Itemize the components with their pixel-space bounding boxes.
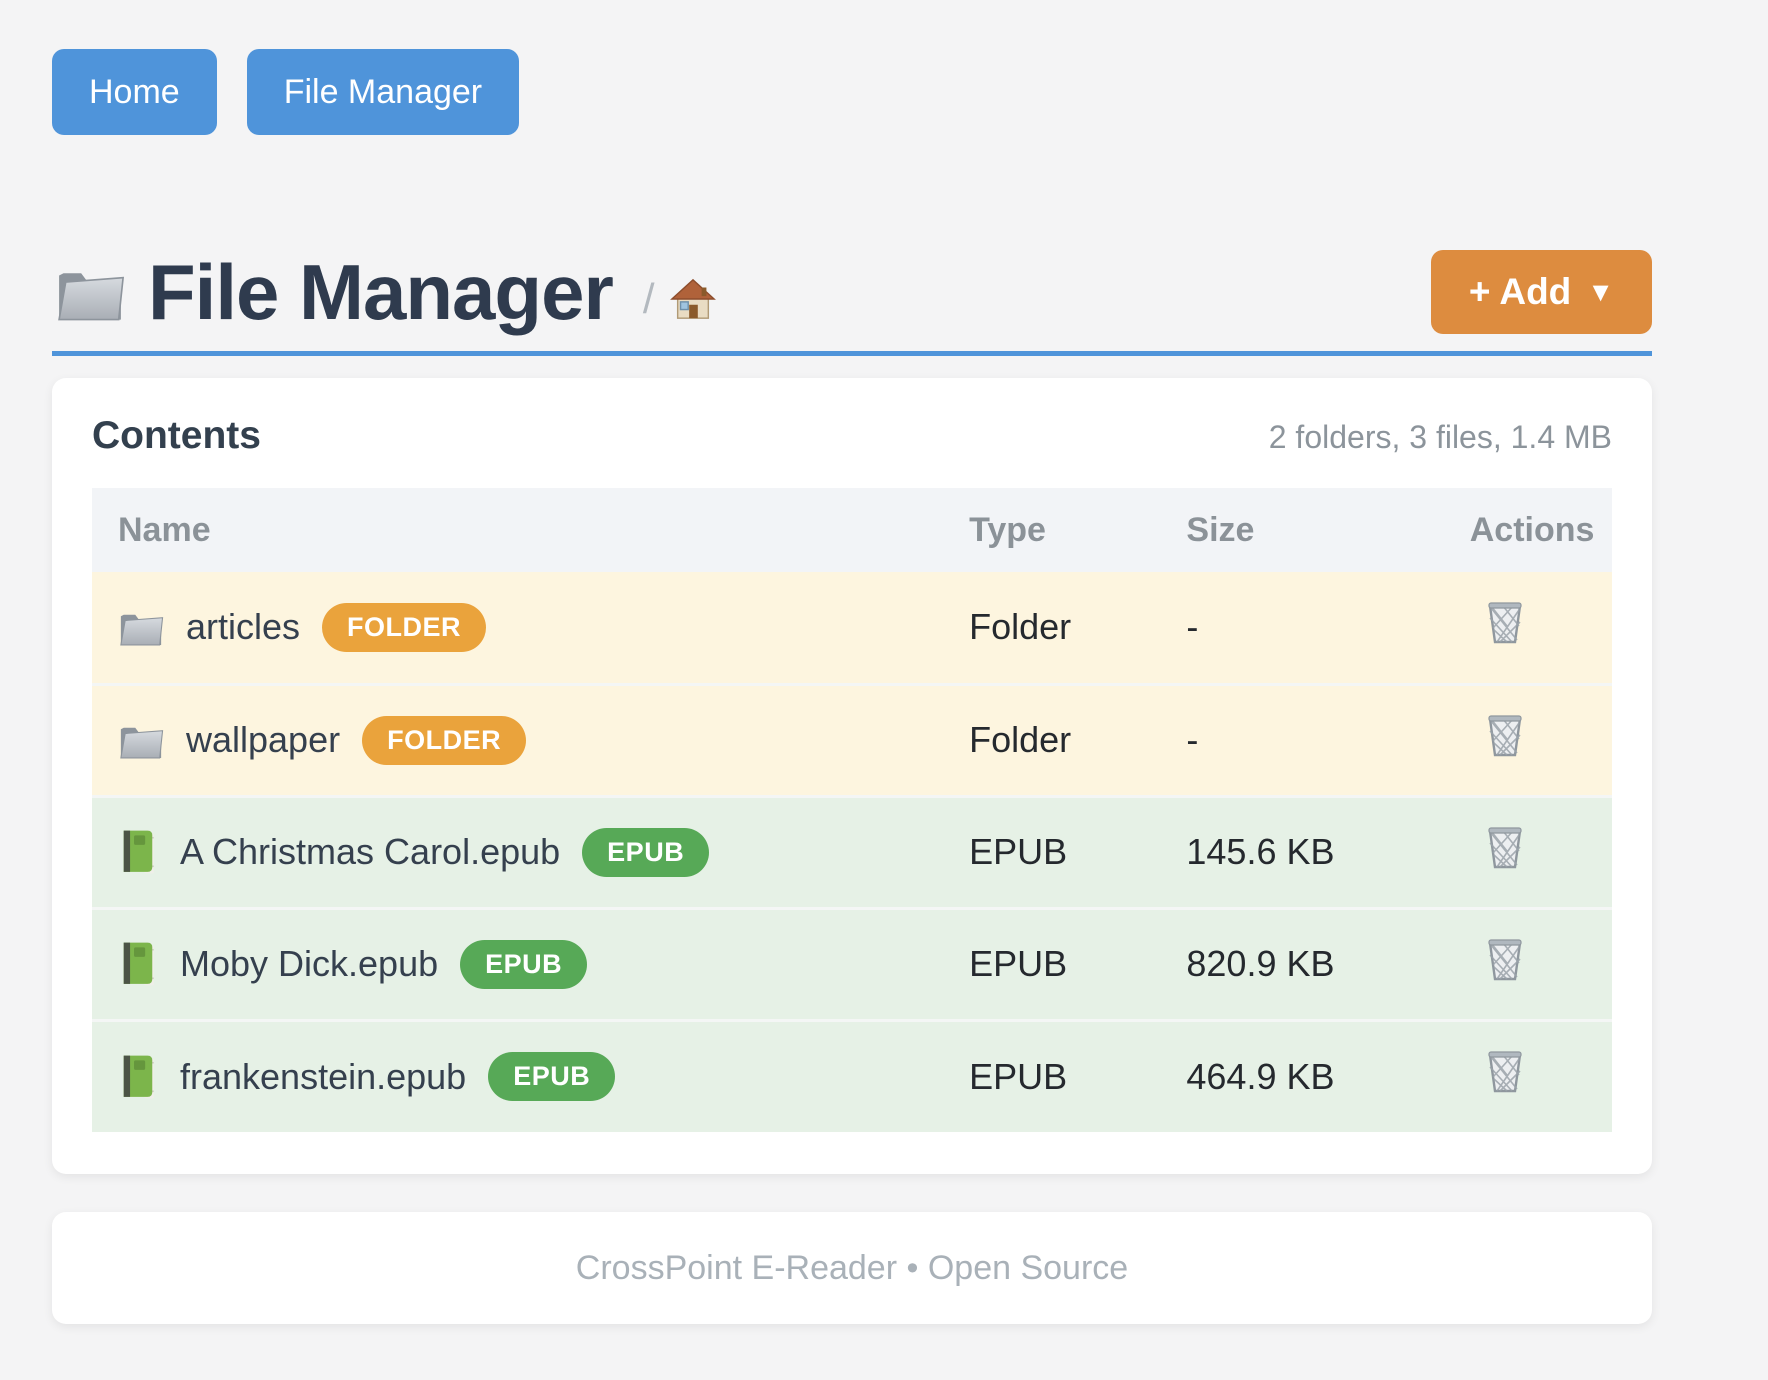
folder-icon: [120, 727, 164, 759]
item-type: Folder: [969, 719, 1072, 760]
file-manager-button[interactable]: File Manager: [246, 49, 520, 135]
item-type: EPUB: [969, 1055, 1068, 1097]
delete-button[interactable]: [1484, 1049, 1526, 1095]
breadcrumb: /: [643, 275, 717, 323]
green-book-icon: [123, 942, 154, 986]
header-divider: [52, 351, 1652, 356]
delete-button[interactable]: [1484, 713, 1526, 759]
item-size: -: [1186, 606, 1199, 648]
folder-icon: [120, 614, 164, 646]
item-name-link[interactable]: wallpaper: [186, 719, 341, 760]
folder-badge: FOLDER: [362, 715, 527, 765]
page-container: Home File Manager File Manager / + Add ▼…: [52, 0, 1652, 1324]
breadcrumb-separator: /: [642, 275, 655, 322]
trash-icon: [1487, 826, 1522, 868]
folder-icon: [58, 272, 124, 321]
item-size: 464.9 KB: [1186, 1055, 1335, 1097]
green-book-icon: [123, 830, 154, 874]
file-table: Name Type Size Actions articles FOLDER: [92, 488, 1612, 1132]
footer-text: CrossPoint E-Reader • Open Source: [575, 1248, 1129, 1287]
item-size: -: [1186, 719, 1199, 760]
top-nav: Home File Manager: [52, 49, 1652, 135]
item-size: 820.9 KB: [1186, 943, 1335, 984]
table-row: A Christmas Carol.epub EPUB EPUB 145.6 K…: [92, 796, 1612, 908]
contents-card-header: Contents 2 folders, 3 files, 1.4 MB: [92, 414, 1612, 458]
table-row: articles FOLDER Folder -: [92, 572, 1612, 684]
page-header: File Manager / + Add ▼: [52, 245, 1652, 339]
page-title: File Manager: [148, 247, 614, 336]
item-name-link[interactable]: Moby Dick.epub: [180, 943, 439, 984]
delete-button[interactable]: [1484, 937, 1526, 983]
item-size: 145.6 KB: [1186, 831, 1335, 872]
green-book-icon: [123, 1055, 154, 1099]
trash-icon: [1487, 714, 1522, 756]
epub-badge: EPUB: [460, 939, 588, 989]
item-name-link[interactable]: A Christmas Carol.epub: [180, 831, 561, 872]
table-header-row: Name Type Size Actions: [92, 488, 1612, 572]
item-type: EPUB: [969, 943, 1068, 984]
chevron-down-icon: ▼: [1587, 276, 1614, 307]
add-button[interactable]: + Add ▼: [1430, 250, 1652, 334]
title-group: File Manager /: [52, 247, 716, 338]
contents-summary: 2 folders, 3 files, 1.4 MB: [1268, 419, 1612, 455]
contents-heading: Contents: [92, 414, 261, 457]
column-header-type: Type: [943, 488, 1161, 572]
delete-button[interactable]: [1484, 825, 1526, 871]
epub-badge: EPUB: [582, 827, 710, 877]
item-name-link[interactable]: articles: [186, 606, 301, 648]
table-row: wallpaper FOLDER Folder -: [92, 684, 1612, 796]
item-type: Folder: [969, 606, 1072, 648]
home-button[interactable]: Home: [52, 49, 217, 135]
folder-badge: FOLDER: [322, 602, 487, 652]
delete-button[interactable]: [1484, 600, 1526, 646]
trash-icon: [1487, 601, 1522, 643]
item-name-link[interactable]: frankenstein.epub: [180, 1055, 467, 1097]
column-header-name: Name: [92, 488, 944, 572]
contents-card: Contents 2 folders, 3 files, 1.4 MB Name…: [52, 378, 1652, 1174]
add-button-label: + Add: [1468, 271, 1572, 312]
table-row: frankenstein.epub EPUB EPUB 464.9 KB: [92, 1020, 1612, 1132]
trash-icon: [1487, 1051, 1522, 1093]
column-header-actions: Actions: [1443, 488, 1612, 572]
footer-card: CrossPoint E-Reader • Open Source: [52, 1212, 1652, 1324]
epub-badge: EPUB: [488, 1052, 616, 1102]
table-row: Moby Dick.epub EPUB EPUB 820.9 KB: [92, 908, 1612, 1020]
home-icon[interactable]: [670, 277, 716, 321]
item-type: EPUB: [969, 831, 1068, 872]
column-header-size: Size: [1160, 488, 1444, 572]
trash-icon: [1487, 938, 1522, 980]
